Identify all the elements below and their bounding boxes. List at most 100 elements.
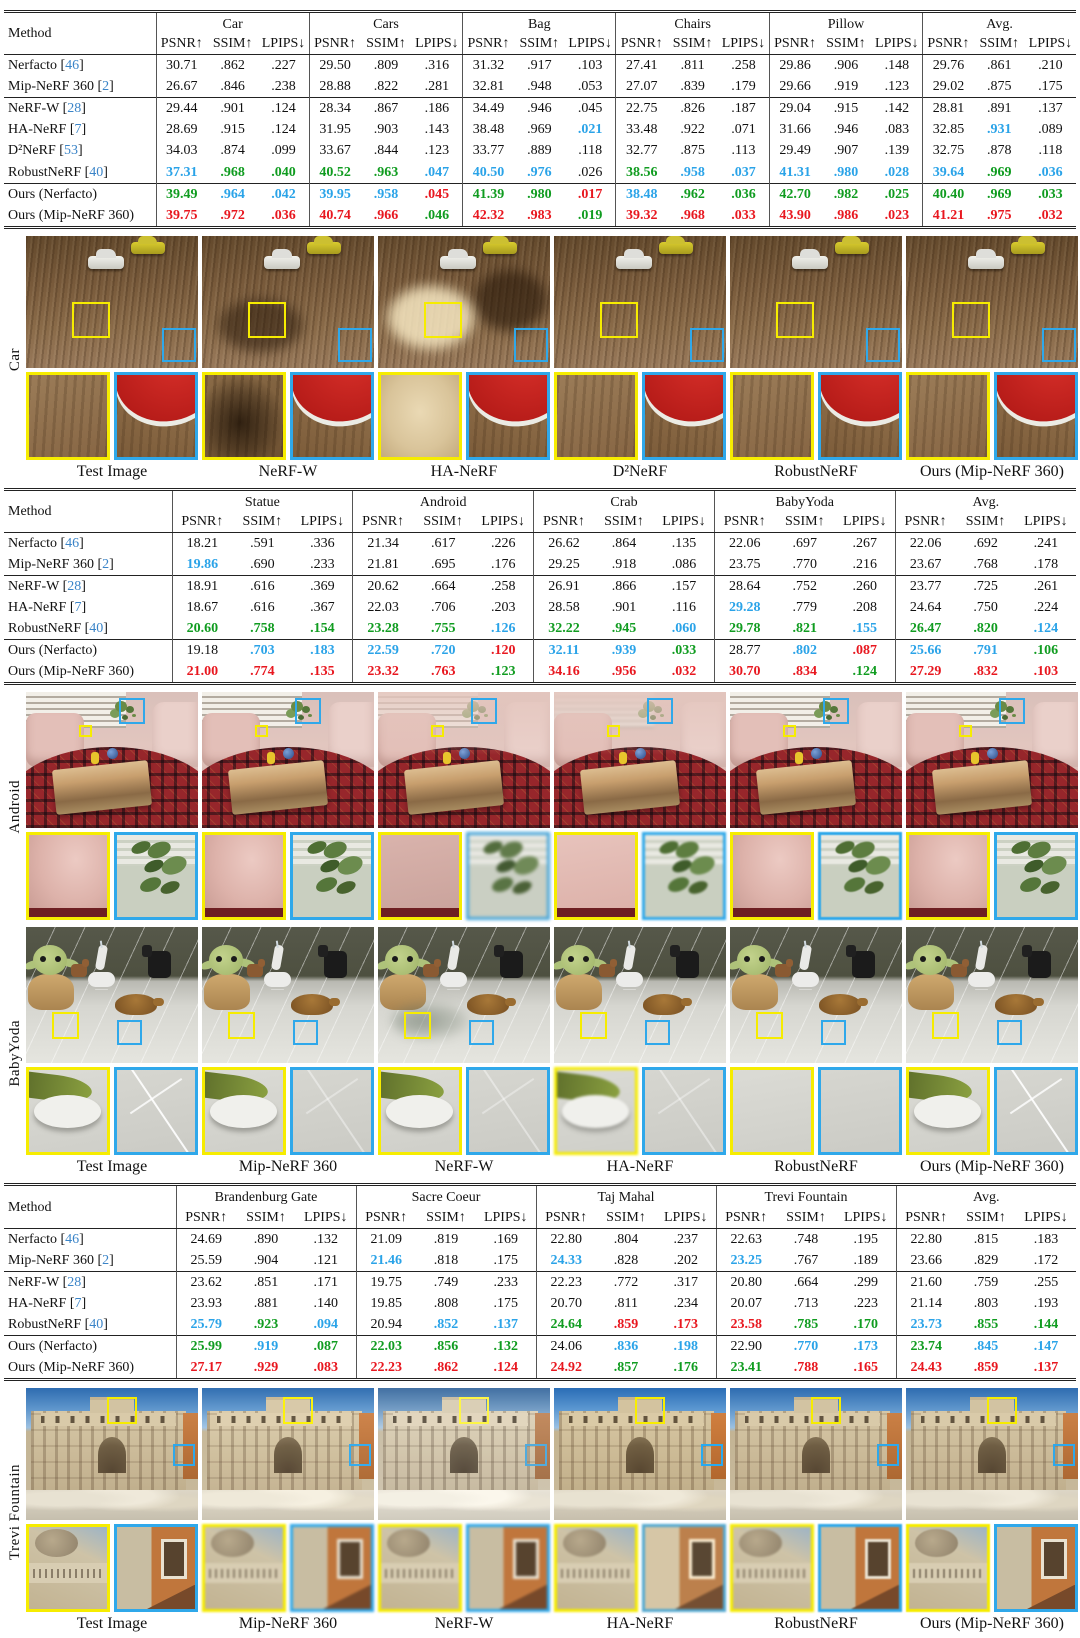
metric-value: .047: [424, 164, 450, 180]
zoom-crops-row: [26, 1524, 198, 1613]
yellow-zoom-crop: [26, 1524, 110, 1613]
metric-value: 26.91: [533, 575, 594, 598]
toy-car-yellow: [130, 236, 165, 255]
metrics-table: Method Brandenburg Gate Sacre Coeur Taj Mah…: [4, 1183, 1076, 1382]
yellow-figurine: [91, 752, 100, 765]
method-label: RobustNeRF: [8, 621, 82, 637]
metric-value: .099: [271, 143, 296, 159]
metric-value: .720: [413, 639, 474, 662]
metric-value: .931: [987, 122, 1012, 138]
metric-value: 40.52: [308, 161, 361, 184]
rendered-scene-image: [730, 235, 902, 368]
metric-value: 40.50: [462, 161, 514, 184]
metric-header: LPIPS↓: [473, 511, 534, 533]
trevi-statues: [378, 1489, 550, 1521]
highlight-box-yellow: [424, 301, 463, 338]
scene-group-header: Avg.: [895, 1184, 1076, 1208]
highlight-box-yellow: [403, 1011, 431, 1039]
metric-value: .866: [593, 575, 655, 598]
toy-car-white: [791, 248, 828, 269]
metric-value: .033: [731, 207, 756, 223]
deer-toy: [70, 959, 89, 978]
metric-value: 28.69: [155, 119, 208, 141]
metric-value: .839: [680, 79, 705, 95]
table-row: RobustNeRF [40] 37.31 .968 .040 40.52 .963 .04…: [4, 161, 1076, 184]
metric-value: .124: [852, 664, 878, 680]
method-result-column: RobustNeRF: [730, 927, 902, 1179]
blue-zoom-crop: [818, 1524, 902, 1613]
metric-value: 24.33: [535, 1249, 596, 1272]
citation-number: 2: [102, 557, 110, 573]
metric-value: .759: [956, 1270, 1016, 1293]
highlight-box-yellow: [579, 1011, 607, 1039]
metric-value: 28.88: [308, 76, 361, 98]
black-horse-toy: [670, 944, 700, 978]
metric-value: .804: [596, 1227, 656, 1250]
yellow-zoom-crop: [730, 1067, 814, 1156]
metric-value: 20.94: [355, 1313, 416, 1336]
metric-value: 22.90: [715, 1335, 776, 1358]
metric-value: .173: [836, 1335, 896, 1358]
metric-value: .053: [577, 79, 603, 95]
metric-header: SSIM↑: [820, 34, 872, 56]
zoom-crops-row: [554, 1067, 726, 1156]
rendered-scene-image: [906, 235, 1078, 368]
table-row: NeRF-W [28] 18.91.616.369 20.62.664.258 26.…: [4, 575, 1076, 598]
method-name: Nerfacto [46]: [4, 531, 172, 555]
metric-value: 24.06: [535, 1335, 596, 1358]
metric-header: SSIM↑: [956, 1207, 1016, 1229]
method-name: Ours (Nerfacto): [4, 1335, 176, 1358]
method-name: NeRF-W [28]: [4, 1270, 176, 1293]
metric-value: .828: [613, 1252, 639, 1268]
method-label: Mip-NeRF 360: [8, 1252, 94, 1268]
metric-value: .142: [871, 97, 923, 120]
method-name: Ours (Mip-NeRF 360): [4, 205, 156, 228]
metric-header: LPIPS↓: [656, 1207, 716, 1229]
metric-value: 37.31: [155, 161, 208, 184]
metric-value: 20.70: [535, 1292, 596, 1314]
metric-value: 21.60: [895, 1270, 956, 1293]
method-name: Mip-NeRF 360 [2]: [8, 1252, 114, 1268]
metric-value: .202: [673, 1252, 699, 1268]
yellow-figurine: [795, 752, 804, 765]
metric-value: .124: [1033, 621, 1059, 637]
method-name: HA-NeRF [7]: [8, 122, 87, 138]
metric-header: SSIM↑: [593, 511, 655, 533]
method-label: NeRF-W: [8, 101, 60, 117]
metric-value: .844: [373, 143, 399, 159]
metric-value: 27.29: [894, 661, 956, 684]
unicorn-toy-body: [967, 972, 995, 988]
metric-value: .922: [680, 122, 705, 138]
highlight-box-blue: [514, 328, 549, 363]
globe-figurine: [986, 748, 998, 760]
babyyoda-toy-body: [203, 973, 250, 1010]
metric-value: .255: [1016, 1270, 1076, 1293]
table-row: NeRF-W [28] 29.44.901.124 28.34.867.186 34.…: [4, 97, 1076, 120]
metric-header: SSIM↑: [667, 34, 719, 56]
zoom-crops-row: [730, 371, 902, 460]
table-synthetic-objects: Method Car Cars Bag Chairs Pillow Avg. PSNR↑ SSI…: [4, 10, 1076, 229]
citation-number: 7: [74, 600, 82, 616]
yellow-zoom-crop: [378, 1067, 462, 1156]
board-game-box: [579, 759, 680, 815]
highlight-box-blue: [998, 697, 1025, 724]
metric-value: 32.77: [615, 140, 668, 162]
blue-zoom-crop: [994, 832, 1078, 921]
metric-value: .171: [296, 1270, 356, 1293]
scene-group-header: Pillow: [768, 11, 923, 35]
rendered-scene-image: [906, 927, 1078, 1064]
trevi-pediment: [89, 1400, 135, 1414]
scene-group-header: Android: [352, 489, 534, 512]
metric-value: .123: [424, 143, 450, 159]
table-phototourism: Method Brandenburg Gate Sacre Coeur Taj Mah…: [4, 1183, 1076, 1382]
metric-header: PSNR↑: [715, 1207, 776, 1229]
metric-value: 18.67: [171, 597, 233, 619]
board-game-box: [931, 759, 1032, 815]
highlight-box-blue: [700, 1443, 723, 1466]
metric-value: .929: [253, 1360, 279, 1376]
metric-value: .126: [490, 621, 516, 637]
method-name: Ours (Mip-NeRF 360): [4, 661, 172, 684]
metric-value: .963: [373, 164, 399, 180]
metric-value: .148: [871, 54, 923, 77]
scene-group-header: Crab: [533, 489, 715, 512]
